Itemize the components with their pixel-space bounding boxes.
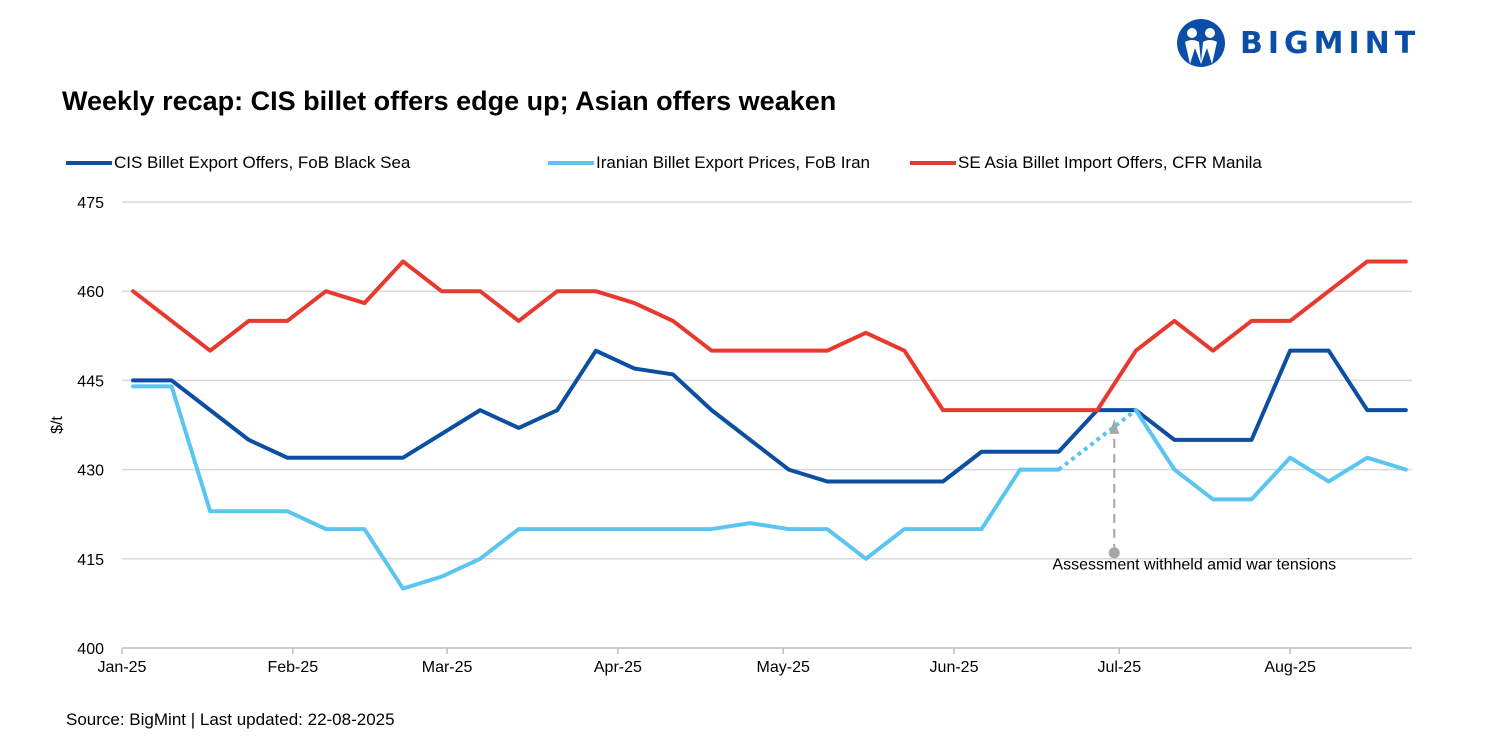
annotation-dot xyxy=(1108,547,1120,559)
y-tick-label: 400 xyxy=(77,641,104,658)
logo-people-icon xyxy=(1177,19,1225,67)
legend-swatch xyxy=(910,161,956,165)
x-tick-label: Jun-25 xyxy=(930,659,979,676)
logo-text: BIGMINT xyxy=(1240,25,1421,61)
x-tick-label: Jan-25 xyxy=(98,659,147,676)
source-note: Source: BigMint | Last updated: 22-08-20… xyxy=(66,710,395,729)
series-line-2 xyxy=(131,259,1408,413)
withheld-dotted-line xyxy=(1057,408,1138,472)
arrow-head-icon xyxy=(1109,419,1120,434)
x-tick-label: Mar-25 xyxy=(422,659,473,676)
series-line-1 xyxy=(1133,408,1408,502)
legend-label: Iranian Billet Export Prices, FoB Iran xyxy=(596,153,871,172)
annotation-text: Assessment withheld amid war tensions xyxy=(1052,557,1336,574)
x-tick-label: Feb-25 xyxy=(267,659,318,676)
series-line-0 xyxy=(131,348,1408,484)
y-tick-label: 445 xyxy=(77,373,104,390)
legend-label: SE Asia Billet Import Offers, CFR Manila xyxy=(958,153,1262,172)
x-tick-label: Apr-25 xyxy=(594,659,642,676)
legend-swatch xyxy=(66,161,112,165)
y-tick-label: 415 xyxy=(77,552,104,569)
legend-item-cis: CIS Billet Export Offers, FoB Black Sea xyxy=(66,153,548,173)
x-tick-label: Aug-25 xyxy=(1264,659,1316,676)
series-line-1 xyxy=(131,384,1061,591)
x-tick-label: Jul-25 xyxy=(1098,659,1142,676)
legend-swatch xyxy=(548,161,594,165)
y-tick-label: 475 xyxy=(77,195,104,212)
legend: CIS Billet Export Offers, FoB Black Sea … xyxy=(66,153,1262,173)
legend-item-iran: Iranian Billet Export Prices, FoB Iran xyxy=(548,153,910,173)
legend-label: CIS Billet Export Offers, FoB Black Sea xyxy=(114,153,411,172)
y-axis-label: $/t xyxy=(49,416,66,434)
y-tick-label: 430 xyxy=(77,463,104,480)
legend-item-se-asia: SE Asia Billet Import Offers, CFR Manila xyxy=(910,153,1262,173)
y-tick-label: 460 xyxy=(77,284,104,301)
x-tick-label: May-25 xyxy=(757,659,810,676)
bigmint-logo: BIGMINT xyxy=(1176,18,1420,68)
chart-title: Weekly recap: CIS billet offers edge up;… xyxy=(62,86,837,116)
